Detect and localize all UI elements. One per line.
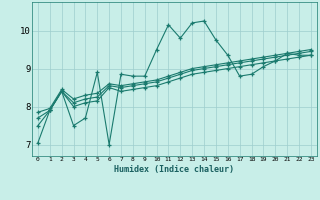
X-axis label: Humidex (Indice chaleur): Humidex (Indice chaleur) xyxy=(115,165,234,174)
